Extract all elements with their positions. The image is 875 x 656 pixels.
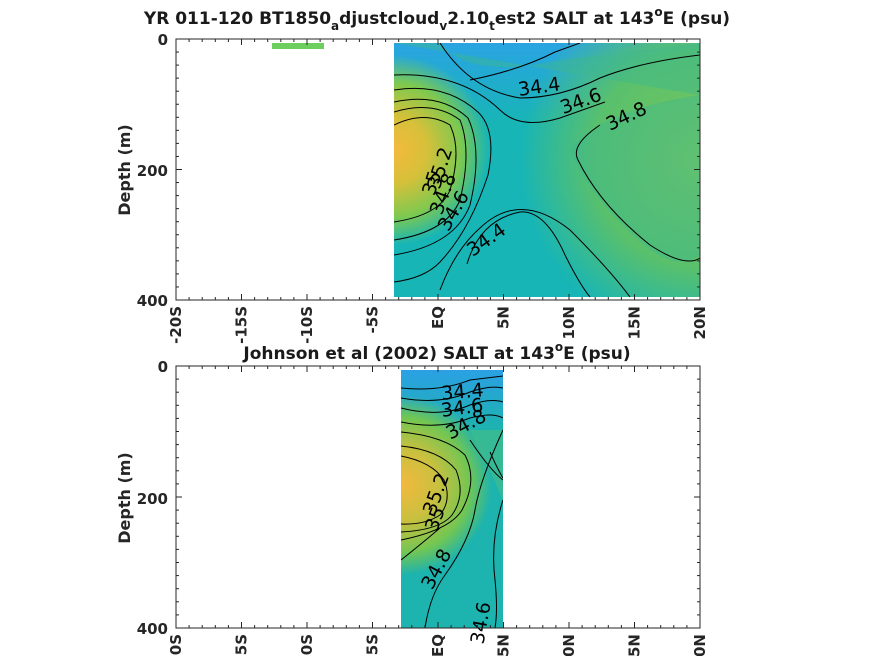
- xtick-label: 5N: [495, 634, 513, 656]
- xtick-label: -10S: [298, 306, 316, 344]
- ytick-label: 400: [137, 620, 168, 638]
- panel-model-xtick-labels: -20S -15S -10S -5S EQ 5N 10N 15N 20N: [167, 306, 709, 344]
- xtick-label: -10S: [298, 634, 316, 656]
- xtick-label: -20S: [167, 634, 185, 656]
- xtick-label: -15S: [233, 634, 251, 656]
- xtick-label: EQ: [429, 634, 447, 656]
- panel-model-salinity-field: [394, 43, 700, 297]
- xtick-label: 10N: [560, 634, 578, 656]
- ytick-label: 400: [137, 292, 168, 310]
- xtick-label: 5N: [495, 306, 513, 329]
- xtick-label: -20S: [167, 306, 185, 344]
- panel-model-contours: [394, 43, 700, 297]
- panel-model-legend-bar: [272, 43, 324, 49]
- ytick-label: 200: [137, 490, 168, 508]
- xtick-label: -5S: [364, 306, 382, 333]
- ytick-label: 200: [137, 162, 168, 180]
- xtick-label: EQ: [429, 306, 447, 329]
- panel-obs-title: Johnson et al (2002) SALT at 143oE (psu): [242, 340, 630, 364]
- xtick-label: 10N: [560, 306, 578, 339]
- xtick-label: -15S: [233, 306, 251, 344]
- panel-obs-ylabel: Depth (m): [115, 452, 134, 544]
- contour-label: 34.4: [440, 379, 484, 405]
- panel-model: YR 011-120 BT1850adjustcloudv2.10test2 S…: [115, 5, 730, 344]
- ytick-label: 0: [158, 358, 168, 376]
- panel-obs-axis-ticks: [175, 365, 701, 629]
- panel-obs-salinity-field: [401, 370, 503, 628]
- xtick-label: -5S: [364, 634, 382, 656]
- panel-model-ylabel: Depth (m): [115, 124, 134, 216]
- panel-obs-xtick-labels: -20S -15S -10S -5S EQ 5N 10N 15N 20N: [167, 634, 709, 656]
- xtick-label: 20N: [691, 634, 709, 656]
- xtick-label: 20N: [691, 306, 709, 339]
- xtick-label: 15N: [626, 634, 644, 656]
- panel-obs-contours: [401, 375, 503, 628]
- panel-obs: Johnson et al (2002) SALT at 143oE (psu)…: [115, 340, 709, 656]
- ytick-label: 0: [158, 31, 168, 49]
- xtick-label: 15N: [626, 306, 644, 339]
- panel-model-axis-ticks: [175, 38, 701, 301]
- panel-model-title: YR 011-120 BT1850adjustcloudv2.10test2 S…: [143, 5, 730, 33]
